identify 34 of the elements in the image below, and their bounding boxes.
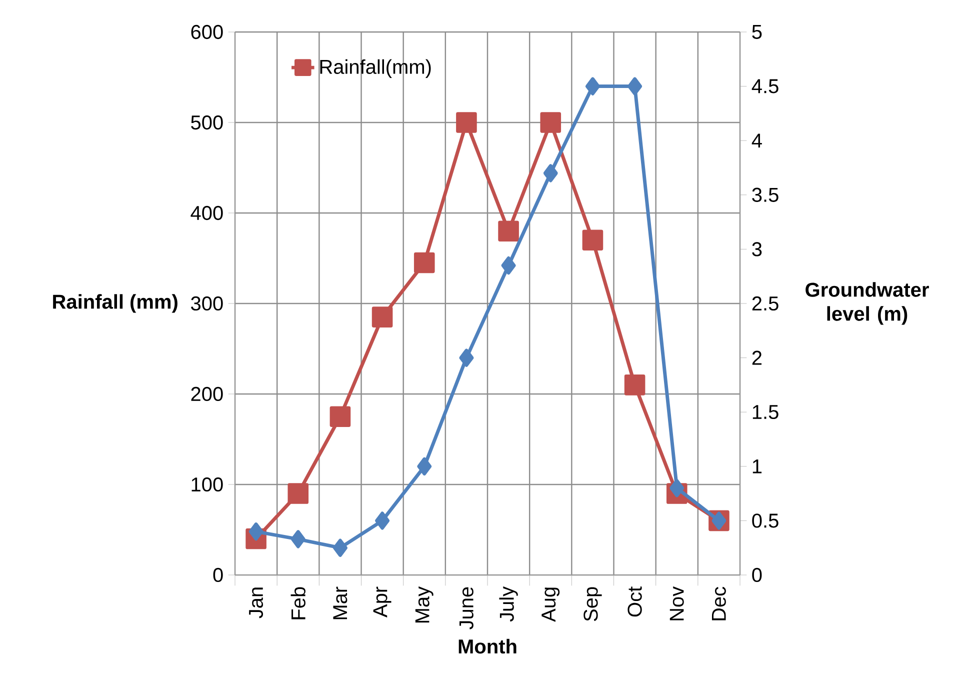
y2-tick-label: 1 [752,460,762,474]
x-tick-label: Jan [249,588,264,618]
x-tick-label: Oct [628,586,642,617]
y2-tick-label: 3.5 [752,188,778,202]
x-tick-label: Mar [333,586,348,620]
y2-tick-label: 2.5 [752,296,778,311]
legend-label: Rainfall(mm) [320,59,431,78]
y-tick-label: 300 [191,296,223,311]
y2-tick-label: 3 [752,242,762,256]
y2-tick-label: 5 [752,25,762,39]
y2-tick-label: 1.5 [752,405,778,420]
y2-tick-label: 4 [752,134,762,148]
y-axis-title: Rainfall (mm) [53,294,178,313]
x-tick-label: Dec [712,586,726,620]
y-tick-label: 500 [191,115,223,130]
y-tick-label: 0 [213,568,223,582]
y2-tick-label: 2 [752,350,762,365]
x-tick-label: Aug [542,588,560,622]
x-tick-label: June [459,587,474,630]
y2-tick-label: 0.5 [752,514,778,528]
y2-tick-label: 0 [752,568,762,582]
x-tick-label: Apr [373,586,392,618]
x-tick-label: May [415,586,434,623]
x-tick-label: July [499,586,518,622]
y2-tick-label: 4.5 [752,79,778,94]
x-tick-label: Sep [584,587,602,622]
y2-axis-title: Groundwater level (m) [806,282,929,325]
x-axis-title: Month [458,638,516,654]
y-tick-label: 600 [191,24,223,40]
y-tick-label: 400 [190,206,223,220]
y-tick-label: 200 [191,386,223,402]
x-tick-label: Feb [290,587,306,620]
x-tick-label: Nov [670,586,684,620]
y-tick-label: 100 [192,477,223,492]
